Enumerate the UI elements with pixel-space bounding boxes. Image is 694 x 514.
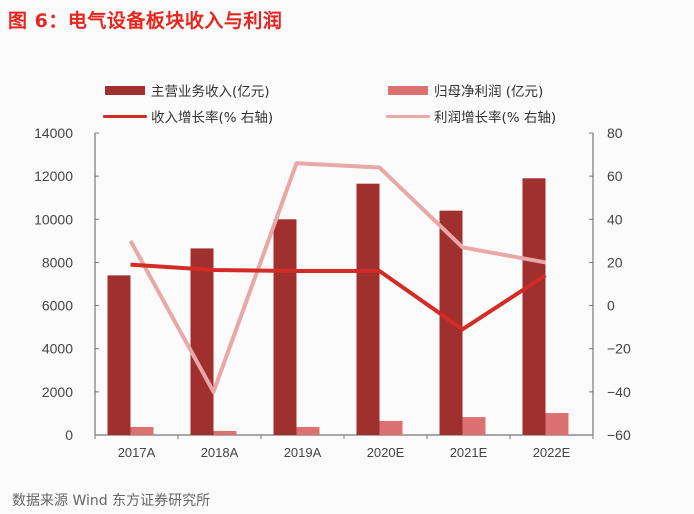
legend-swatch-net-profit [388,85,428,95]
net-profit-bar [296,427,320,435]
net-profit-bar [462,417,486,435]
left-axis-tick-label: 0 [65,427,73,443]
legend-swatch-revenue [105,85,145,95]
x-axis-tick-label: 2017A [118,445,156,460]
profit-growth-line [128,161,546,394]
left-axis-tick-label: 2000 [42,384,73,400]
revenue-bar [522,178,546,436]
right-axis-tick-label: −60 [607,427,631,443]
right-axis-tick-label: 60 [607,168,623,184]
x-axis-tick-label: 2022E [533,445,571,460]
legend-label: 利润增长率(% 右轴) [434,110,557,126]
right-axis-tick-label: 20 [607,254,623,270]
right-axis-tick-label: 0 [607,298,615,314]
legend-swatch-revenue-growth [103,114,147,118]
legend-label: 主营业务收入(亿元) [151,84,270,100]
right-axis-tick-label: 80 [607,125,623,141]
net-profit-bar [213,430,237,435]
left-axis-tick-label: 6000 [42,298,73,314]
legend-net-profit: 归母净利润 (亿元) [388,80,543,100]
right-axis-tick-label: −20 [607,341,631,357]
left-axis-tick-label: 12000 [34,168,73,184]
source-note: 数据来源 Wind 东方证券研究所 [12,493,211,509]
left-axis-tick-label: 10000 [34,211,73,227]
legend-revenue: 主营业务收入(亿元) [105,80,270,100]
x-axis-tick-label: 2019A [284,445,322,460]
legend-profit-growth: 利润增长率(% 右轴) [386,106,556,126]
revenue-growth-line [130,262,547,332]
revenue-bar [107,275,131,435]
right-axis-tick-label: 40 [607,211,623,227]
revenue-bar [356,183,380,435]
legend-label: 收入增长率(% 右轴) [151,110,274,126]
x-axis-tick-label: 2020E [367,445,405,460]
legend-revenue-growth: 收入增长率(% 右轴) [103,106,273,126]
x-axis-tick-label: 2018A [201,445,239,460]
right-axis-tick-label: −40 [607,384,631,400]
revenue-bar [273,219,297,435]
net-profit-bar [545,412,569,435]
left-axis-tick-label: 14000 [34,125,73,141]
legend-swatch-profit-growth [386,114,430,118]
left-axis-tick-label: 4000 [42,341,73,357]
revenue-bar [190,248,214,435]
left-axis-tick-label: 8000 [42,254,73,270]
chart-title: 图 6：电气设备板块收入与利润 [8,10,283,32]
x-axis-tick-label: 2021E [450,445,488,460]
net-profit-bar [130,427,154,435]
legend-label: 归母净利润 (亿元) [434,84,544,100]
net-profit-bar [379,420,403,435]
